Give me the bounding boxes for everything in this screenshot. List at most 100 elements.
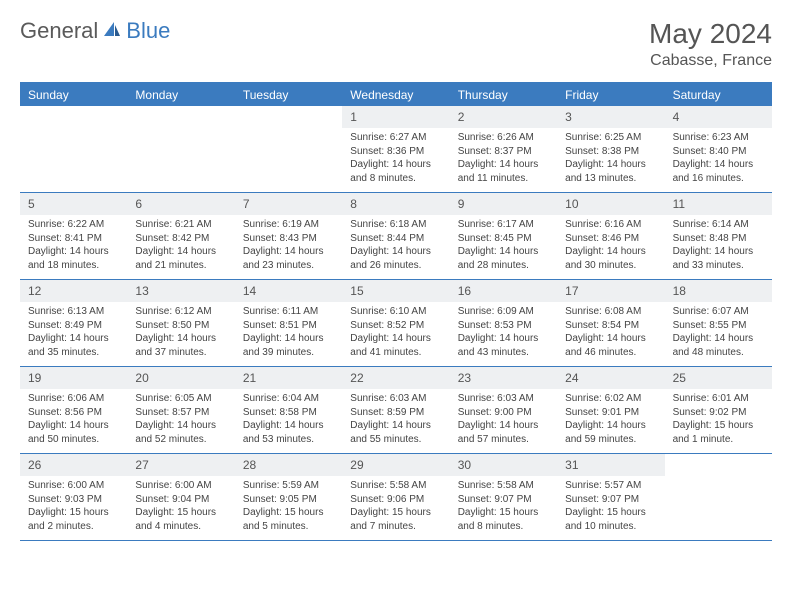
cell-day-number: 31	[557, 454, 664, 476]
sunrise-text: Sunrise: 6:00 AM	[135, 479, 226, 493]
sunset-text: Sunset: 8:52 PM	[350, 319, 441, 333]
calendar-cell: 8Sunrise: 6:18 AMSunset: 8:44 PMDaylight…	[342, 193, 449, 279]
sunrise-text: Sunrise: 6:18 AM	[350, 218, 441, 232]
cell-day-number: 16	[450, 280, 557, 302]
sunrise-text: Sunrise: 6:06 AM	[28, 392, 119, 406]
daylight-text: Daylight: 14 hours and 18 minutes.	[28, 245, 119, 272]
day-header-cell: Tuesday	[235, 84, 342, 106]
title-block: May 2024 Cabasse, France	[649, 18, 772, 70]
sunrise-text: Sunrise: 6:22 AM	[28, 218, 119, 232]
calendar-cell: 18Sunrise: 6:07 AMSunset: 8:55 PMDayligh…	[665, 280, 772, 366]
sunset-text: Sunset: 8:55 PM	[673, 319, 764, 333]
daylight-text: Daylight: 14 hours and 59 minutes.	[565, 419, 656, 446]
sunrise-text: Sunrise: 6:25 AM	[565, 131, 656, 145]
sunrise-text: Sunrise: 6:09 AM	[458, 305, 549, 319]
daylight-text: Daylight: 14 hours and 26 minutes.	[350, 245, 441, 272]
cell-body: Sunrise: 6:09 AMSunset: 8:53 PMDaylight:…	[450, 302, 557, 365]
sunset-text: Sunset: 8:59 PM	[350, 406, 441, 420]
cell-day-number: 10	[557, 193, 664, 215]
cell-body: Sunrise: 5:57 AMSunset: 9:07 PMDaylight:…	[557, 476, 664, 539]
cell-day-number: 7	[235, 193, 342, 215]
calendar: SundayMondayTuesdayWednesdayThursdayFrid…	[20, 82, 772, 541]
calendar-cell: 15Sunrise: 6:10 AMSunset: 8:52 PMDayligh…	[342, 280, 449, 366]
calendar-cell: 2Sunrise: 6:26 AMSunset: 8:37 PMDaylight…	[450, 106, 557, 192]
daylight-text: Daylight: 15 hours and 8 minutes.	[458, 506, 549, 533]
daylight-text: Daylight: 15 hours and 4 minutes.	[135, 506, 226, 533]
daylight-text: Daylight: 14 hours and 55 minutes.	[350, 419, 441, 446]
cell-body: Sunrise: 6:02 AMSunset: 9:01 PMDaylight:…	[557, 389, 664, 452]
cell-body: Sunrise: 6:11 AMSunset: 8:51 PMDaylight:…	[235, 302, 342, 365]
calendar-cell: 25Sunrise: 6:01 AMSunset: 9:02 PMDayligh…	[665, 367, 772, 453]
sunset-text: Sunset: 8:56 PM	[28, 406, 119, 420]
sunset-text: Sunset: 9:07 PM	[458, 493, 549, 507]
daylight-text: Daylight: 14 hours and 21 minutes.	[135, 245, 226, 272]
week-row: 1Sunrise: 6:27 AMSunset: 8:36 PMDaylight…	[20, 106, 772, 193]
calendar-cell: 28Sunrise: 5:59 AMSunset: 9:05 PMDayligh…	[235, 454, 342, 540]
calendar-cell	[235, 106, 342, 192]
calendar-cell: 5Sunrise: 6:22 AMSunset: 8:41 PMDaylight…	[20, 193, 127, 279]
cell-body: Sunrise: 6:08 AMSunset: 8:54 PMDaylight:…	[557, 302, 664, 365]
sunrise-text: Sunrise: 6:00 AM	[28, 479, 119, 493]
cell-day-number: 12	[20, 280, 127, 302]
cell-day-number: 3	[557, 106, 664, 128]
day-header-cell: Saturday	[665, 84, 772, 106]
cell-day-number: 18	[665, 280, 772, 302]
sunset-text: Sunset: 8:38 PM	[565, 145, 656, 159]
sunset-text: Sunset: 8:49 PM	[28, 319, 119, 333]
cell-body: Sunrise: 6:22 AMSunset: 8:41 PMDaylight:…	[20, 215, 127, 278]
sunset-text: Sunset: 8:41 PM	[28, 232, 119, 246]
cell-body: Sunrise: 6:05 AMSunset: 8:57 PMDaylight:…	[127, 389, 234, 452]
sunset-text: Sunset: 9:01 PM	[565, 406, 656, 420]
sunrise-text: Sunrise: 5:58 AM	[458, 479, 549, 493]
calendar-cell: 1Sunrise: 6:27 AMSunset: 8:36 PMDaylight…	[342, 106, 449, 192]
sunset-text: Sunset: 9:07 PM	[565, 493, 656, 507]
cell-body: Sunrise: 5:58 AMSunset: 9:06 PMDaylight:…	[342, 476, 449, 539]
daylight-text: Daylight: 15 hours and 7 minutes.	[350, 506, 441, 533]
sunrise-text: Sunrise: 6:12 AM	[135, 305, 226, 319]
calendar-cell	[20, 106, 127, 192]
day-header-cell: Monday	[127, 84, 234, 106]
cell-day-number: 4	[665, 106, 772, 128]
logo-sail-icon	[102, 18, 122, 44]
day-header-cell: Sunday	[20, 84, 127, 106]
calendar-cell: 23Sunrise: 6:03 AMSunset: 9:00 PMDayligh…	[450, 367, 557, 453]
calendar-cell: 4Sunrise: 6:23 AMSunset: 8:40 PMDaylight…	[665, 106, 772, 192]
sunrise-text: Sunrise: 6:03 AM	[458, 392, 549, 406]
sunrise-text: Sunrise: 6:21 AM	[135, 218, 226, 232]
cell-day-number: 11	[665, 193, 772, 215]
logo-text-1: General	[20, 18, 98, 44]
cell-body: Sunrise: 6:04 AMSunset: 8:58 PMDaylight:…	[235, 389, 342, 452]
cell-day-number: 27	[127, 454, 234, 476]
sunrise-text: Sunrise: 6:01 AM	[673, 392, 764, 406]
daylight-text: Daylight: 15 hours and 2 minutes.	[28, 506, 119, 533]
week-row: 19Sunrise: 6:06 AMSunset: 8:56 PMDayligh…	[20, 367, 772, 454]
calendar-cell: 7Sunrise: 6:19 AMSunset: 8:43 PMDaylight…	[235, 193, 342, 279]
location: Cabasse, France	[649, 52, 772, 70]
cell-day-number: 6	[127, 193, 234, 215]
cell-body: Sunrise: 6:10 AMSunset: 8:52 PMDaylight:…	[342, 302, 449, 365]
cell-body: Sunrise: 6:07 AMSunset: 8:55 PMDaylight:…	[665, 302, 772, 365]
daylight-text: Daylight: 14 hours and 8 minutes.	[350, 158, 441, 185]
cell-day-number: 28	[235, 454, 342, 476]
daylight-text: Daylight: 14 hours and 43 minutes.	[458, 332, 549, 359]
cell-day-number: 23	[450, 367, 557, 389]
sunrise-text: Sunrise: 6:14 AM	[673, 218, 764, 232]
daylight-text: Daylight: 14 hours and 37 minutes.	[135, 332, 226, 359]
cell-body: Sunrise: 6:23 AMSunset: 8:40 PMDaylight:…	[665, 128, 772, 191]
cell-body: Sunrise: 6:26 AMSunset: 8:37 PMDaylight:…	[450, 128, 557, 191]
calendar-cell: 27 Sunrise: 6:00 AMSunset: 9:04 PMDayligh…	[127, 454, 234, 540]
calendar-cell	[127, 106, 234, 192]
daylight-text: Daylight: 14 hours and 11 minutes.	[458, 158, 549, 185]
sunrise-text: Sunrise: 5:59 AM	[243, 479, 334, 493]
cell-day-number: 9	[450, 193, 557, 215]
cell-body: Sunrise: 6:14 AMSunset: 8:48 PMDaylight:…	[665, 215, 772, 278]
sunset-text: Sunset: 8:40 PM	[673, 145, 764, 159]
sunrise-text: Sunrise: 6:08 AM	[565, 305, 656, 319]
sunset-text: Sunset: 9:04 PM	[135, 493, 226, 507]
daylight-text: Daylight: 15 hours and 1 minute.	[673, 419, 764, 446]
sunrise-text: Sunrise: 6:04 AM	[243, 392, 334, 406]
daylight-text: Daylight: 15 hours and 5 minutes.	[243, 506, 334, 533]
daylight-text: Daylight: 14 hours and 39 minutes.	[243, 332, 334, 359]
daylight-text: Daylight: 14 hours and 33 minutes.	[673, 245, 764, 272]
cell-body: Sunrise: 6:18 AMSunset: 8:44 PMDaylight:…	[342, 215, 449, 278]
